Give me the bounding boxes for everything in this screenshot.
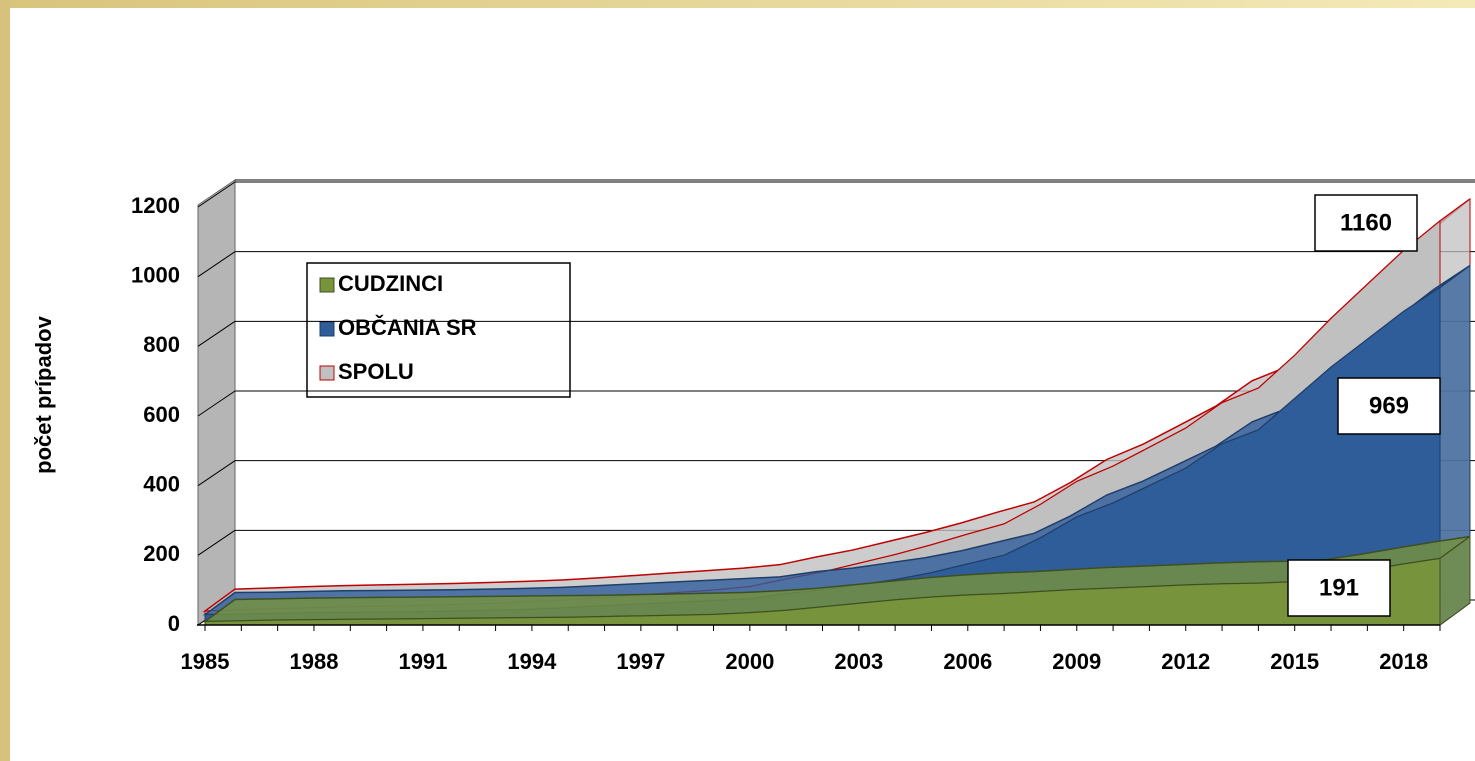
legend-box [306, 262, 571, 398]
data-label-box [1314, 194, 1418, 252]
legend: CUDZINCI OBČANIA SR SPOLU [306, 262, 571, 398]
y-tick-label: 0 [168, 611, 180, 636]
y-tick-label: 200 [143, 541, 180, 566]
x-tick-label: 2012 [1161, 649, 1210, 674]
legend-swatch [319, 277, 335, 293]
legend-label: CUDZINCI [338, 271, 443, 296]
frame-left [0, 0, 10, 761]
y-tick-label: 800 [143, 332, 180, 357]
grid-line [197, 320, 236, 347]
x-tick-label: 2003 [834, 649, 883, 674]
grid-line [197, 460, 236, 487]
x-tick-label: 1997 [616, 649, 665, 674]
x-tick-label: 2015 [1270, 649, 1319, 674]
data-label: 969 [1369, 392, 1409, 419]
legend-swatch [319, 321, 335, 337]
y-axis-label: počet prípadov [31, 315, 56, 473]
data-label-box [1287, 559, 1391, 617]
grid-line [197, 251, 236, 278]
x-tick-label: 2009 [1052, 649, 1101, 674]
y-tick-label: 1200 [131, 193, 180, 218]
grid-line [197, 181, 236, 208]
grid-line [197, 529, 236, 556]
grid-line [197, 390, 236, 417]
x-tick-label: 1991 [398, 649, 447, 674]
legend-label: SPOLU [338, 359, 414, 384]
x-tick-label: 2018 [1379, 649, 1428, 674]
data-label: 1160 [1340, 209, 1392, 236]
x-tick-label: 2000 [725, 649, 774, 674]
data-label-box [1337, 377, 1441, 435]
frame-top [0, 0, 1475, 8]
legend-swatch [319, 365, 335, 381]
x-tick-label: 1985 [181, 649, 230, 674]
x-tick-label: 2006 [943, 649, 992, 674]
data-label: 191 [1319, 574, 1359, 601]
x-tick-label: 1988 [289, 649, 338, 674]
x-tick-label: 1994 [507, 649, 557, 674]
y-tick-label: 1000 [131, 262, 180, 287]
y-tick-label: 600 [143, 402, 180, 427]
y-tick-label: 400 [143, 471, 180, 496]
side-wall [197, 179, 236, 626]
legend-label: OBČANIA SR [338, 315, 477, 340]
